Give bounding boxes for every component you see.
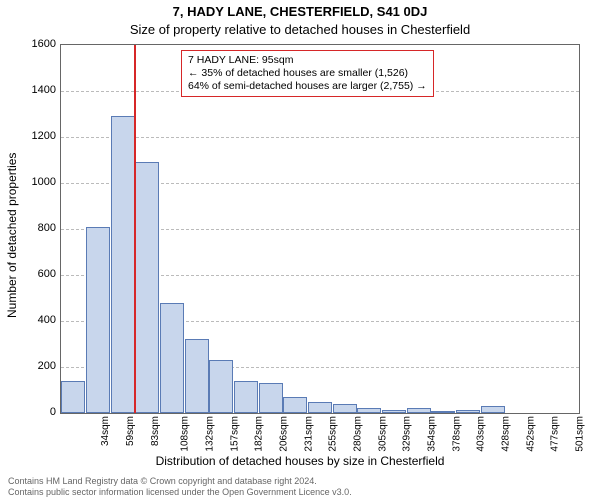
x-tick-label: 378sqm xyxy=(451,416,462,452)
footer-line-1: Contains HM Land Registry data © Crown c… xyxy=(8,476,352,486)
histogram-bar xyxy=(86,227,110,413)
plot-area: 7 HADY LANE: 95sqm ← 35% of detached hou… xyxy=(60,44,580,414)
histogram-bar xyxy=(407,408,431,413)
annotation-box: 7 HADY LANE: 95sqm ← 35% of detached hou… xyxy=(181,50,434,97)
y-tick-label: 1200 xyxy=(16,130,56,142)
histogram-bar xyxy=(456,410,480,413)
x-tick-label: 182sqm xyxy=(254,416,265,452)
x-tick-label: 428sqm xyxy=(501,416,512,452)
histogram-bar xyxy=(481,406,505,413)
histogram-bar xyxy=(61,381,85,413)
y-tick-label: 0 xyxy=(16,406,56,418)
y-tick-label: 800 xyxy=(16,222,56,234)
x-tick-label: 452sqm xyxy=(525,416,536,452)
x-tick-label: 255sqm xyxy=(328,416,339,452)
x-tick-label: 280sqm xyxy=(353,416,364,452)
histogram-bar xyxy=(333,404,357,413)
x-tick-label: 206sqm xyxy=(279,416,290,452)
x-tick-label: 329sqm xyxy=(402,416,413,452)
histogram-bar xyxy=(308,402,332,414)
x-axis-label: Distribution of detached houses by size … xyxy=(0,454,600,468)
x-tick-label: 231sqm xyxy=(303,416,314,452)
y-tick-label: 1400 xyxy=(16,84,56,96)
annotation-line-3: 64% of semi-detached houses are larger (… xyxy=(188,80,427,93)
chart-title: Size of property relative to detached ho… xyxy=(0,22,600,37)
x-tick-label: 108sqm xyxy=(180,416,191,452)
gridline xyxy=(61,137,579,138)
histogram-bar xyxy=(111,116,135,413)
y-tick-label: 600 xyxy=(16,268,56,280)
histogram-bar xyxy=(160,303,184,413)
x-tick-label: 501sqm xyxy=(575,416,586,452)
annotation-line-2: ← 35% of detached houses are smaller (1,… xyxy=(188,67,427,80)
histogram-bar xyxy=(185,339,209,413)
x-tick-label: 305sqm xyxy=(377,416,388,452)
x-tick-label: 354sqm xyxy=(427,416,438,452)
histogram-bar xyxy=(209,360,233,413)
annotation-line-1: 7 HADY LANE: 95sqm xyxy=(188,54,427,67)
x-tick-label: 132sqm xyxy=(205,416,216,452)
footer-line-2: Contains public sector information licen… xyxy=(8,487,352,497)
x-tick-label: 403sqm xyxy=(476,416,487,452)
y-tick-label: 1000 xyxy=(16,176,56,188)
histogram-bar xyxy=(431,411,455,413)
x-tick-label: 59sqm xyxy=(125,416,136,446)
y-tick-label: 400 xyxy=(16,314,56,326)
address-line: 7, HADY LANE, CHESTERFIELD, S41 0DJ xyxy=(0,4,600,19)
y-tick-label: 1600 xyxy=(16,38,56,50)
histogram-bar xyxy=(259,383,283,413)
histogram-bar xyxy=(283,397,307,413)
x-tick-label: 157sqm xyxy=(229,416,240,452)
footer-attribution: Contains HM Land Registry data © Crown c… xyxy=(8,476,352,497)
y-tick-label: 200 xyxy=(16,360,56,372)
histogram-bar xyxy=(234,381,258,413)
x-tick-label: 34sqm xyxy=(100,416,111,446)
histogram-bar xyxy=(382,410,406,413)
histogram-bar xyxy=(135,162,159,413)
x-tick-label: 83sqm xyxy=(150,416,161,446)
property-marker-line xyxy=(134,45,136,413)
x-tick-label: 477sqm xyxy=(550,416,561,452)
histogram-bar xyxy=(357,408,381,413)
